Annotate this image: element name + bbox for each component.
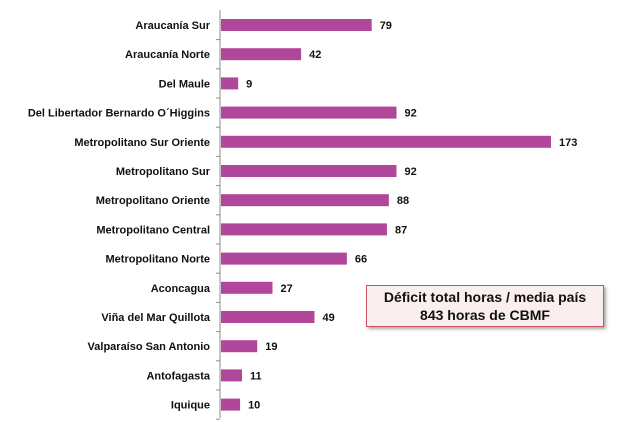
- bar: [221, 194, 389, 207]
- value-label: 19: [265, 341, 277, 353]
- bar: [221, 398, 241, 411]
- bar: [221, 369, 242, 382]
- value-label: 87: [395, 224, 407, 236]
- bar: [221, 48, 302, 61]
- value-label: 42: [309, 49, 321, 61]
- category-label: Metropolitano Central: [96, 224, 210, 236]
- value-label: 9: [246, 78, 252, 90]
- bar: [221, 223, 387, 236]
- value-label: 27: [281, 283, 293, 295]
- bar: [221, 252, 347, 265]
- value-label: 10: [248, 400, 260, 412]
- bar: [221, 106, 397, 119]
- value-label: 66: [355, 254, 367, 266]
- bar: [221, 165, 397, 177]
- category-label: Aconcagua: [151, 283, 211, 295]
- value-label: 92: [404, 166, 416, 178]
- category-label: Metropolitano Sur: [116, 166, 211, 178]
- bars: Araucanía Sur 79 Araucanía Norte 42 Del Maul…: [28, 19, 577, 420]
- value-label: 173: [559, 137, 577, 149]
- value-label: 92: [404, 108, 416, 120]
- bar: [221, 340, 258, 353]
- category-label: Antofagasta: [146, 370, 210, 382]
- bar: [221, 135, 551, 148]
- category-label: Metropolitano Oriente: [96, 195, 210, 207]
- note-line-1: Déficit total horas / media país: [383, 289, 587, 305]
- category-label: Metropolitano Sur Oriente: [74, 137, 210, 149]
- bar: [221, 281, 273, 294]
- bar: [221, 77, 239, 90]
- category-label: Del Libertador Bernardo O´Higgins: [28, 108, 210, 120]
- category-label: Viña del Mar Quillota: [101, 312, 210, 324]
- value-label: 49: [322, 312, 334, 324]
- value-label: 88: [397, 195, 409, 207]
- value-label: 79: [380, 20, 392, 32]
- value-label: 11: [250, 370, 262, 382]
- bar: [221, 19, 372, 31]
- bar: [221, 311, 315, 323]
- category-label: Araucanía Norte: [125, 49, 210, 61]
- note-line-2: 843 horas de CBMF: [420, 307, 550, 323]
- category-label: Del Maule: [159, 78, 210, 90]
- category-label: Valparaíso San Antonio: [88, 341, 211, 353]
- category-label: Araucanía Sur: [135, 20, 210, 32]
- category-label: Iquique: [171, 400, 210, 412]
- deficit-note-box: Déficit total horas / media país 843 hor…: [366, 285, 604, 327]
- category-label: Metropolitano Norte: [106, 254, 211, 266]
